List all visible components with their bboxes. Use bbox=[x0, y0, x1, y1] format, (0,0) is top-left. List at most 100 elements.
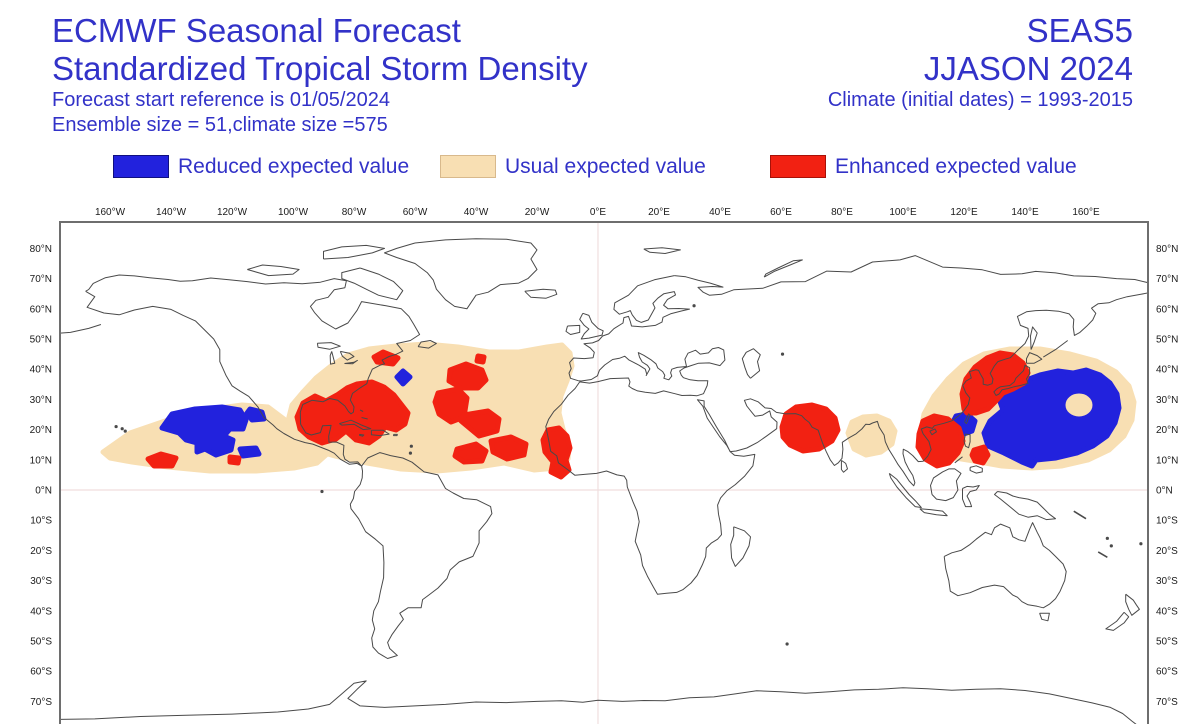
coastline-path bbox=[393, 433, 398, 437]
legend-label-enhanced: Enhanced expected value bbox=[835, 154, 1077, 178]
coastline-path bbox=[339, 419, 372, 431]
lat-axis-label-left: 60°S bbox=[30, 667, 52, 678]
lon-axis-label: 40°W bbox=[464, 207, 489, 218]
coastline-path bbox=[349, 452, 493, 659]
coastline-path bbox=[579, 312, 604, 340]
coastline-path bbox=[994, 491, 1056, 521]
lat-axis-label-right: 60°S bbox=[1156, 667, 1178, 678]
coastline-path bbox=[361, 417, 368, 420]
lat-axis-label-left: 70°S bbox=[30, 697, 52, 708]
coastline-path bbox=[329, 351, 336, 365]
coastline-path bbox=[930, 468, 962, 502]
coastline-path bbox=[929, 428, 937, 436]
lat-axis-label-right: 10°S bbox=[1156, 516, 1178, 527]
lat-axis-label-right: 10°N bbox=[1156, 455, 1178, 466]
forecast-ref-line: Forecast start reference is 01/05/2024 bbox=[52, 89, 390, 111]
lat-axis-label-left: 60°N bbox=[30, 304, 52, 315]
lat-axis-label-right: 20°S bbox=[1156, 546, 1178, 557]
coastline-path bbox=[943, 522, 1067, 609]
legend-label-reduced: Reduced expected value bbox=[178, 154, 410, 178]
lon-axis-label: 120°E bbox=[950, 207, 978, 218]
coastline-path bbox=[643, 247, 681, 254]
lon-axis-label: 100°W bbox=[278, 207, 309, 218]
region-enhanced-east-atlantic-african-coast bbox=[540, 425, 573, 480]
model-name: SEAS5 bbox=[1026, 12, 1133, 49]
coastline-path bbox=[341, 267, 404, 301]
coastline-path bbox=[370, 429, 390, 437]
legend-item-usual: Usual expected value bbox=[440, 154, 706, 179]
legend-swatch-enhanced bbox=[770, 155, 826, 178]
lon-axis-label: 60°E bbox=[770, 207, 792, 218]
coastline-path bbox=[964, 413, 971, 425]
lat-axis-label-left: 50°N bbox=[30, 335, 52, 346]
lon-axis-label: 20°E bbox=[648, 207, 670, 218]
region-usual-west-pacific-inner-usual bbox=[1065, 393, 1093, 417]
lat-axis-label-left: 70°N bbox=[30, 274, 52, 285]
region-usual-bay-of-bengal bbox=[845, 413, 898, 458]
page-title: ECMWF Seasonal Forecast bbox=[52, 12, 461, 49]
coastline-path bbox=[344, 359, 358, 365]
lon-axis-label: 0°E bbox=[590, 207, 607, 218]
coastline-path bbox=[359, 409, 364, 412]
lon-axis-label: 140°W bbox=[156, 207, 187, 218]
map-frame bbox=[59, 221, 1149, 724]
coastline-path bbox=[741, 348, 761, 379]
coastline-path bbox=[1026, 352, 1043, 364]
island-chain bbox=[1073, 510, 1087, 520]
lat-axis-label-left: 40°N bbox=[30, 365, 52, 376]
region-enhanced-philippines-spot bbox=[969, 444, 991, 466]
coastline-path bbox=[316, 342, 341, 350]
coastline-path bbox=[969, 465, 983, 474]
island-dot bbox=[1139, 542, 1143, 546]
lon-axis-label: 20°W bbox=[525, 207, 550, 218]
lon-axis-label: 80°E bbox=[831, 207, 853, 218]
coastline-path bbox=[359, 433, 365, 437]
lat-axis-label-right: 70°N bbox=[1156, 274, 1178, 285]
legend-item-enhanced: Enhanced expected value bbox=[770, 154, 1077, 179]
coastline-path bbox=[1105, 611, 1130, 631]
lat-axis-label-right: 0°N bbox=[1156, 486, 1173, 497]
lat-axis-label-left: 20°N bbox=[30, 425, 52, 436]
island-dot bbox=[114, 424, 118, 429]
coastline-path bbox=[60, 680, 1137, 724]
region-enhanced-eastern-pacific-south bbox=[145, 451, 242, 469]
lat-axis-label-right: 50°S bbox=[1156, 637, 1178, 648]
coastline-path bbox=[730, 526, 751, 567]
island-dot bbox=[123, 429, 127, 433]
coastline-path bbox=[954, 456, 963, 464]
coastline-path bbox=[565, 324, 581, 335]
coastline-path bbox=[1125, 593, 1140, 616]
region-enhanced-arabian-sea-north-india bbox=[779, 402, 841, 454]
coastline-path bbox=[1030, 326, 1038, 350]
lon-axis-label: 160°W bbox=[95, 207, 126, 218]
lat-axis-label-right: 70°S bbox=[1156, 697, 1178, 708]
legend-item-reduced: Reduced expected value bbox=[113, 154, 409, 179]
page-subtitle: Standardized Tropical Storm Density bbox=[52, 50, 588, 87]
lat-axis-label-left: 40°S bbox=[30, 606, 52, 617]
coastline-path bbox=[85, 274, 421, 467]
lat-axis-label-right: 40°S bbox=[1156, 606, 1178, 617]
island-dot bbox=[780, 352, 785, 356]
coastline-path bbox=[674, 255, 1148, 296]
lon-axis-label: 40°E bbox=[709, 207, 731, 218]
lat-axis-label-left: 50°S bbox=[30, 637, 52, 648]
island-dot bbox=[785, 642, 789, 646]
coastline-path bbox=[384, 238, 538, 310]
coastline-path bbox=[417, 340, 437, 349]
island-dot bbox=[408, 451, 413, 455]
season-label: JJASON 2024 bbox=[923, 50, 1133, 87]
coastline-path bbox=[247, 264, 300, 277]
ensemble-line: Ensemble size = 51,climate size =575 bbox=[52, 114, 388, 136]
coastline-path bbox=[1039, 612, 1050, 622]
island-dot bbox=[320, 489, 324, 494]
lon-axis-label: 120°W bbox=[217, 207, 248, 218]
map-content bbox=[60, 222, 1148, 724]
coastline-path bbox=[888, 473, 922, 508]
lat-axis-label-right: 40°N bbox=[1156, 365, 1178, 376]
lat-axis-label-right: 60°N bbox=[1156, 304, 1178, 315]
coastline-path bbox=[763, 259, 803, 278]
lat-axis-label-right: 50°N bbox=[1156, 335, 1178, 346]
lat-axis-label-left: 10°S bbox=[30, 516, 52, 527]
legend-swatch-reduced bbox=[113, 155, 169, 178]
